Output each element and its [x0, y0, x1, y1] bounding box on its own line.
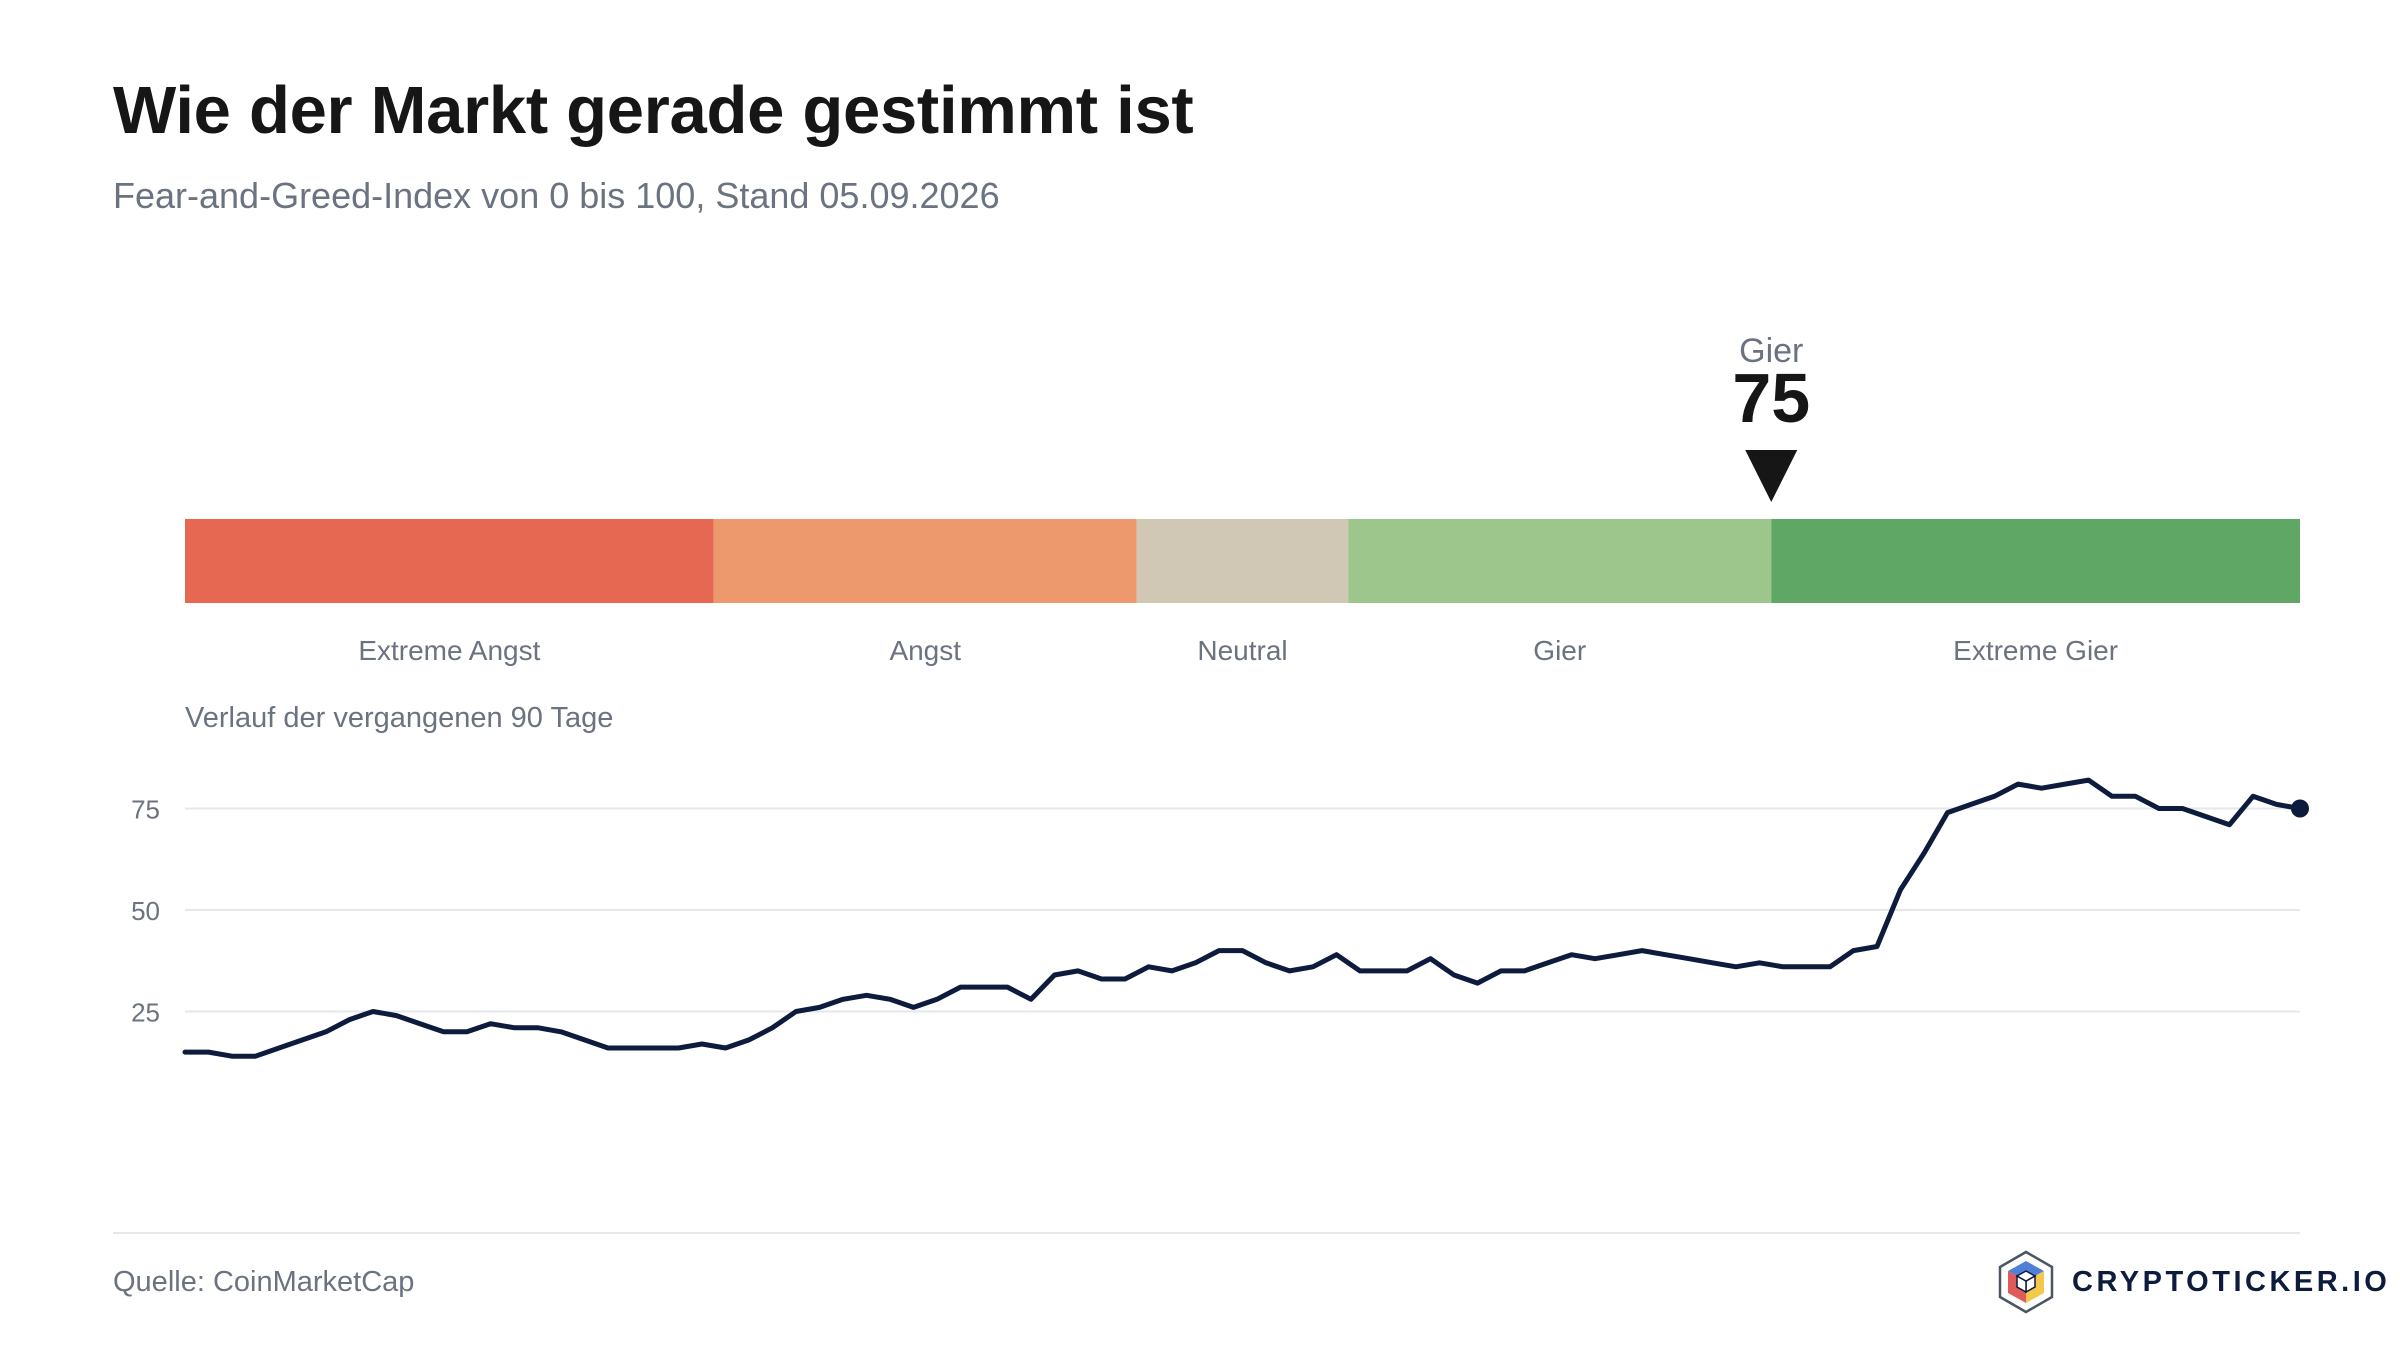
- chart-subtitle: Fear-and-Greed-Index von 0 bis 100, Stan…: [113, 175, 1000, 216]
- brand-name: CRYPTOTICKER.IO: [2072, 1265, 2391, 1298]
- history-line-series: [182, 777, 2303, 1059]
- latest-value-marker: [2291, 799, 2309, 818]
- y-tick-label: 25: [131, 998, 160, 1028]
- gauge-value-label: Gier: [1739, 332, 1803, 370]
- gauge-segment-gier: [1348, 519, 1772, 603]
- gauge-label-gier: Gier: [1533, 635, 1586, 666]
- history-chart: Verlauf der vergangenen 90 Tage 25 50 75: [131, 702, 2309, 1059]
- source-note: Quelle: CoinMarketCap: [113, 1266, 415, 1298]
- gauge-label-extreme-angst: Extreme Angst: [358, 635, 540, 666]
- y-tick-label: 50: [131, 896, 160, 926]
- gauge-segment-angst: [713, 519, 1137, 603]
- brand: CRYPTOTICKER.IO: [1994, 1250, 2390, 1314]
- y-tick-label: 75: [131, 795, 160, 825]
- gauge-segment-extreme-gier: [1771, 519, 2300, 603]
- chart-title: Wie der Markt gerade gestimmt ist: [113, 73, 1194, 148]
- gauge-label-angst: Angst: [889, 635, 961, 666]
- gauge-segment-neutral: [1136, 519, 1349, 603]
- footer-divider: [113, 1232, 2300, 1234]
- gauge-segment-extreme-angst: [185, 519, 714, 603]
- cube-logo-icon: [1998, 1250, 2054, 1314]
- history-title: Verlauf der vergangenen 90 Tage: [185, 702, 613, 734]
- gauge-value: 75: [1732, 359, 1810, 437]
- gauge-label-extreme-gier: Extreme Gier: [1953, 635, 2118, 666]
- gauge-pointer-icon: [1745, 450, 1798, 502]
- gauge: Extreme Angst Angst Neutral Gier Extreme Gie…: [185, 332, 2300, 666]
- gauge-label-neutral: Neutral: [1197, 635, 1287, 666]
